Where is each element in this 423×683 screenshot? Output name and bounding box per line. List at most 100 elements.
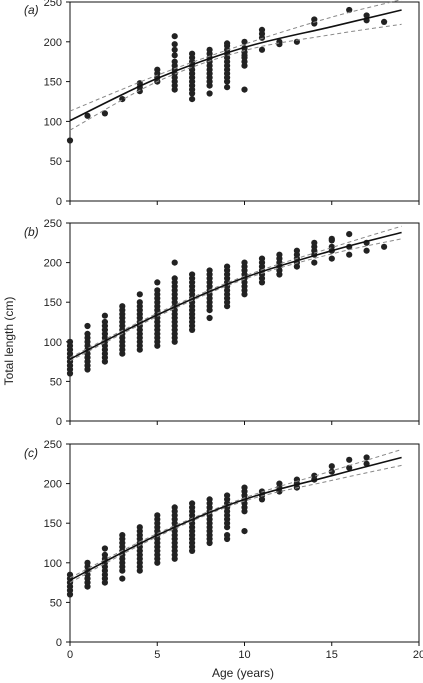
data-point <box>171 58 178 65</box>
data-point <box>66 338 74 345</box>
data-point <box>171 504 178 511</box>
y-tick-label: 100 <box>44 337 62 349</box>
data-point <box>276 251 283 258</box>
data-point <box>363 12 370 19</box>
fit-line <box>69 231 402 360</box>
data-point <box>206 496 213 503</box>
data-point <box>206 267 213 274</box>
data-point <box>171 41 178 48</box>
panel-label: (b) <box>24 225 39 239</box>
data-point <box>154 512 161 519</box>
data-point <box>293 476 300 483</box>
data-point <box>258 26 266 33</box>
data-point <box>136 524 143 531</box>
data-point <box>346 6 353 14</box>
data-point <box>84 330 91 337</box>
ci-lower-line <box>69 23 402 131</box>
data-point <box>363 247 370 254</box>
data-point <box>293 247 300 254</box>
data-point <box>154 279 161 286</box>
y-tick-label: 100 <box>44 116 62 128</box>
data-point <box>241 528 248 535</box>
y-tick-label: 200 <box>44 258 62 270</box>
data-point <box>189 271 196 278</box>
data-point <box>241 484 248 491</box>
ci-upper-line <box>69 225 402 359</box>
fit-line <box>69 9 402 122</box>
x-tick-label: 0 <box>67 649 73 661</box>
data-point <box>258 255 266 262</box>
data-point <box>311 472 318 479</box>
data-point <box>206 90 213 97</box>
x-tick-label: 15 <box>326 649 338 661</box>
y-axis-title: Total length (cm) <box>2 297 16 386</box>
y-tick-label: 50 <box>50 597 62 609</box>
y-tick-label: 150 <box>44 518 62 530</box>
data-point <box>84 112 91 119</box>
data-point <box>258 46 266 53</box>
data-point <box>119 575 126 582</box>
y-tick-label: 250 <box>44 439 62 451</box>
data-point <box>101 312 108 319</box>
data-point <box>119 303 126 310</box>
data-point <box>328 255 335 262</box>
y-tick-label: 0 <box>56 196 62 208</box>
data-point <box>328 468 335 475</box>
x-axis-title: Age (years) <box>212 666 274 680</box>
panel-c: 0 50 100 150 200 250 0 5 10 15 20 (c) <box>24 439 423 661</box>
data-point <box>136 299 143 306</box>
data-point <box>154 66 161 73</box>
data-point <box>224 492 231 499</box>
data-point <box>101 110 108 117</box>
x-tick-label: 10 <box>238 649 250 661</box>
ci-lower-line <box>69 464 402 584</box>
x-tick-label: 20 <box>413 649 423 661</box>
data-point <box>66 137 74 144</box>
data-point <box>381 18 388 25</box>
data-point <box>189 500 196 507</box>
data-point <box>363 454 370 461</box>
data-point <box>84 322 91 330</box>
data-point <box>189 50 196 57</box>
data-point <box>101 545 108 552</box>
panel-label: (c) <box>24 446 38 460</box>
data-point <box>224 532 231 539</box>
y-tick-label: 100 <box>44 558 62 570</box>
y-tick-label: 250 <box>44 218 62 230</box>
data-point <box>311 16 318 23</box>
data-point <box>206 46 213 53</box>
data-point <box>346 456 353 463</box>
data-point <box>276 480 283 487</box>
y-tick-label: 0 <box>56 416 62 428</box>
data-point <box>171 275 178 282</box>
data-point <box>119 532 126 539</box>
panel-label: (a) <box>24 3 39 17</box>
data-point <box>206 314 213 322</box>
panel-a: 0 50 100 150 200 250 (a) <box>24 0 420 208</box>
y-tick-label: 200 <box>44 479 62 491</box>
data-point <box>84 559 91 566</box>
data-point <box>346 464 353 471</box>
y-tick-label: 150 <box>44 297 62 309</box>
data-point <box>328 243 335 250</box>
data-point <box>224 40 231 47</box>
data-point <box>328 463 335 470</box>
data-point <box>311 259 318 266</box>
data-point <box>346 231 353 238</box>
data-point <box>101 551 108 559</box>
data-point <box>346 251 353 258</box>
x-tick-label: 5 <box>154 649 160 661</box>
data-point <box>171 46 178 53</box>
data-point <box>136 291 143 298</box>
ci-upper-line <box>69 449 402 579</box>
data-point <box>154 287 161 294</box>
y-tick-label: 250 <box>44 0 62 9</box>
data-point <box>328 235 335 242</box>
y-tick-label: 150 <box>44 77 62 89</box>
data-point <box>66 571 74 578</box>
data-point <box>224 84 231 91</box>
data-point <box>311 239 318 246</box>
data-point <box>171 52 178 59</box>
data-point <box>241 38 248 45</box>
